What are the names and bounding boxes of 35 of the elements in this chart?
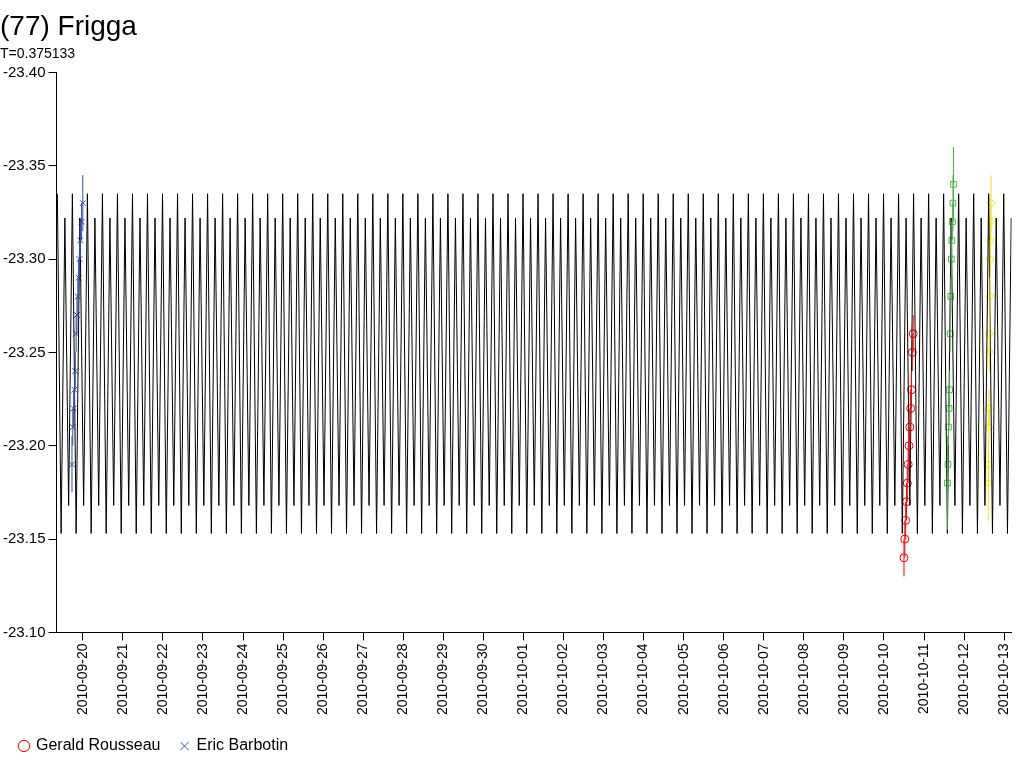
y-tick-label: -23.20 <box>2 435 46 453</box>
y-tick-label: -23.30 <box>2 249 46 267</box>
x-tick-label: 2010-10-11 <box>914 643 931 714</box>
y-tick-label: -23.25 <box>2 342 46 360</box>
x-tick-label: 2010-10-08 <box>794 643 811 716</box>
x-tick-label: 2010-09-22 <box>153 643 170 716</box>
chart-title: (77) Frigga <box>0 9 138 41</box>
x-tick-label: 2010-09-25 <box>273 643 290 716</box>
y-tick-label: -23.15 <box>2 529 46 547</box>
x-tick-label: 2010-09-23 <box>193 643 210 716</box>
x-tick-label: 2010-10-03 <box>594 643 611 716</box>
y-tick-label: -23.40 <box>2 62 46 80</box>
x-tick-label: 2010-10-12 <box>954 643 971 716</box>
x-tick-label: 2010-09-21 <box>113 643 130 716</box>
x-tick-label: 2010-09-26 <box>314 643 331 716</box>
x-tick-label: 2010-10-06 <box>714 643 731 716</box>
x-tick-label: 2010-10-01 <box>514 643 531 716</box>
x-tick-label: 2010-10-09 <box>834 643 851 716</box>
x-tick-label: 2010-10-07 <box>754 643 771 716</box>
chart-subtitle: T=0.375133 <box>0 44 76 61</box>
x-tick-label: 2010-09-30 <box>474 643 491 716</box>
legend-label: Eric Barbotin <box>196 736 289 754</box>
x-tick-label: 2010-10-02 <box>554 643 571 716</box>
x-tick-label: 2010-09-28 <box>394 643 411 716</box>
legend-label: Gerald Rousseau <box>36 736 161 754</box>
y-tick-label: -23.10 <box>2 622 46 640</box>
x-tick-label: 2010-09-24 <box>233 643 250 716</box>
x-tick-label: 2010-10-04 <box>634 643 651 716</box>
x-tick-label: 2010-09-29 <box>434 643 451 716</box>
x-tick-label: 2010-09-27 <box>354 643 371 716</box>
x-tick-label: 2010-09-20 <box>73 643 90 716</box>
x-tick-label: 2010-10-13 <box>995 643 1011 716</box>
y-tick-label: -23.35 <box>2 155 46 173</box>
x-tick-label: 2010-10-10 <box>874 643 891 716</box>
x-tick-label: 2010-10-05 <box>674 643 691 716</box>
